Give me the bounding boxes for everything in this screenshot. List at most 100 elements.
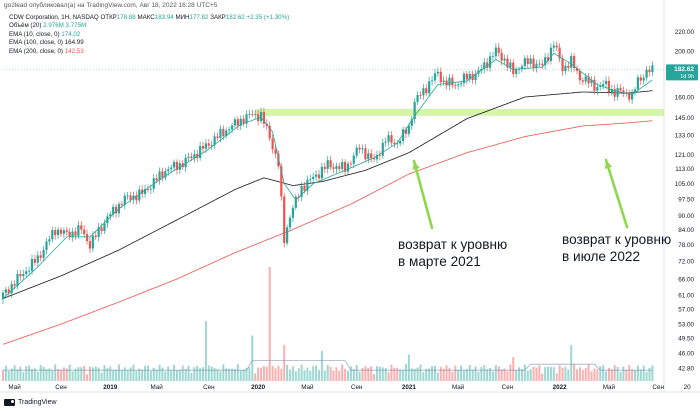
symbol-title[interactable]: CDW Corporation, 1Н, NASDAQ [9,14,99,21]
candle-body [515,69,518,74]
volume-bar [477,371,480,381]
x-tick-label: 2022 [553,384,568,391]
candle-body [112,206,115,215]
chart-legend: CDW Corporation, 1Н, NASDAQ ОТКР178.88 М… [9,14,289,56]
legend-ema10-row[interactable]: EMA (10, close, 0) 174.02 [9,31,289,39]
volume-bar [94,366,97,381]
candle-body [45,241,48,250]
volume-bar [138,368,141,381]
candle-body [317,174,321,179]
volume-bar [567,369,570,381]
volume-bar [518,367,521,381]
ohlc-low: 177.82 [189,14,209,21]
volume-bar [596,369,599,381]
volume-bar [59,369,62,381]
candle-body [343,161,347,172]
volume-bar [245,367,248,381]
candle-body [622,90,625,93]
legend-volume-row[interactable]: Объём (20) 2.976M 3.775M [9,22,289,30]
candle-body [393,142,396,144]
volume-bar [312,366,315,381]
legend-ema100-row[interactable]: EMA (100, close, 0) 164.99 [9,39,289,47]
candle-body [1,292,5,300]
candle-body [459,83,463,85]
candle-body [567,65,570,68]
candle-body [575,67,579,71]
candle-body [375,155,379,160]
candle-body [161,171,164,178]
x-tick-label: Май [301,383,314,391]
candle-body [407,125,410,134]
candle-body [309,178,312,180]
tradingview-footer[interactable]: TradingView [4,399,57,406]
candle-body [428,81,431,94]
candle-body [341,161,344,169]
volume-bar [193,367,196,381]
volume-bar [54,364,57,381]
volume-bar [474,366,477,381]
candle-body [532,58,535,69]
candle-body [36,255,39,263]
candle-body [599,86,602,87]
volume-bar [468,365,471,381]
price-badge-value: 182.62 [674,66,694,73]
x-tick-label: Сен [652,384,664,391]
candle-body [396,143,399,145]
candle-body [155,178,158,181]
y-tick-label: 78.00 [678,242,694,249]
volume-bar [91,367,94,381]
y-tick-label: 49.50 [678,336,694,343]
volume-bar [552,367,555,381]
candle-body [546,57,550,62]
candle-body [233,119,237,126]
volume-bar [344,369,347,381]
volume-bar [274,368,277,381]
candle-body [509,62,512,68]
legend-title-row: CDW Corporation, 1Н, NASDAQ ОТКР178.88 М… [9,14,289,22]
volume-bar [4,365,7,381]
volume-bar [257,367,260,381]
arrow-march-2021 [412,159,434,230]
candle-body [349,163,352,165]
volume-bar [71,371,74,381]
volume-bar [51,370,54,381]
candle-body [126,195,129,197]
candle-body [158,171,161,181]
volume-bar [318,370,321,381]
candle-body [236,119,239,126]
volume-bar [25,366,28,381]
volume-bar [639,369,642,381]
candle-body [129,195,132,200]
volume-bar [387,372,390,381]
volume-bar [358,371,361,381]
candle-body [436,71,439,74]
candle-body [294,196,297,208]
volume-bar [326,364,329,381]
volume-bar [187,365,190,381]
ohlc-open-label: ОТКР [100,14,117,21]
x-tick-label: 2021 [402,384,417,391]
candle-body [593,79,596,91]
candle-body [132,195,135,200]
x-tick-label: Май [452,383,465,391]
candle-body [172,161,176,168]
legend-ema200-row[interactable]: EMA (200, close, 0) 142.53 [9,48,289,56]
volume-bar [112,369,115,381]
y-tick-label: 145.00 [675,115,695,122]
volume-bar [538,365,541,381]
volume-value-1: 2.976M [43,22,64,30]
volume-ma-line [3,360,653,371]
candle-body [10,284,13,294]
x-tick-label: 2019 [103,384,118,391]
volume-bar [439,366,442,381]
candle-body [274,149,277,154]
volume-bar [30,368,33,381]
candle-body [213,136,216,146]
volume-bar [515,369,518,381]
candle-body [648,69,651,73]
candle-body [448,77,451,86]
volume-bar [175,369,178,381]
candle-body [33,258,36,263]
volume-bar [332,370,335,381]
